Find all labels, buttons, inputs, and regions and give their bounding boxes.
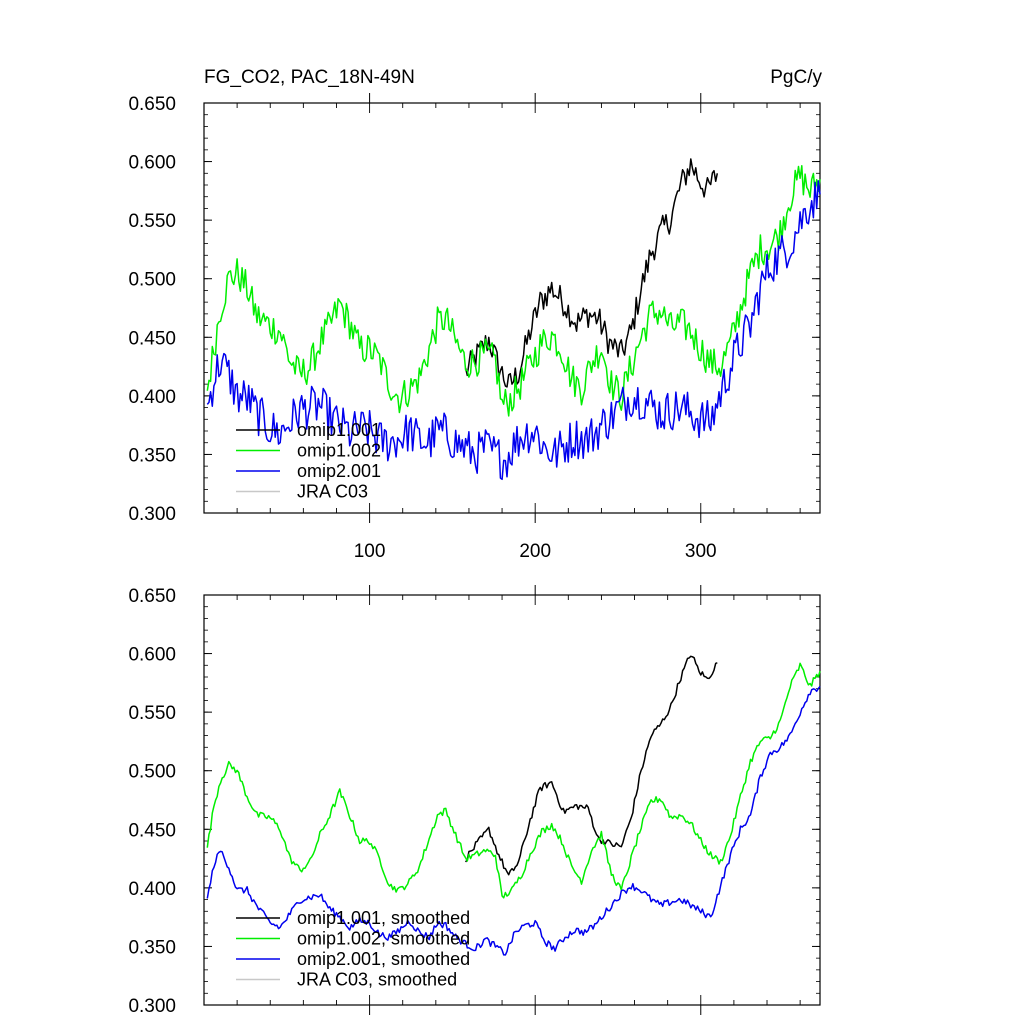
legend-label: omip1.002 — [297, 441, 381, 461]
y-tick-label: 0.450 — [128, 328, 176, 349]
legend-label: omip1.001, smoothed — [297, 908, 470, 928]
legend-label: omip2.001 — [297, 461, 381, 481]
y-tick-label: 0.500 — [128, 762, 176, 783]
legend-label: JRA C03, smoothed — [297, 970, 457, 990]
series-group — [206, 158, 821, 481]
legend-label: omip1.002, smoothed — [297, 929, 470, 949]
y-tick-label: 0.350 — [128, 937, 176, 958]
series-group — [206, 655, 821, 956]
tick-group: 0.300 0.350 0.400 0.450 0.500 0.550 0.600 0.650 — [128, 585, 820, 1017]
series-line-omip2-001 — [206, 180, 821, 481]
series-line-omip1-002 — [206, 165, 821, 417]
y-tick-label: 0.650 — [128, 94, 176, 115]
series-line-omip2-001-smoothed — [206, 685, 821, 956]
legend-label: omip1.001 — [297, 420, 381, 440]
y-tick-label: 0.300 — [128, 504, 176, 525]
y-tick-label: 0.600 — [128, 153, 176, 174]
y-tick-label: 0.300 — [128, 996, 176, 1017]
y-tick-label: 0.550 — [128, 703, 176, 724]
bottom-panel: 0.300 0.350 0.400 0.450 0.500 0.550 0.600 0.650… — [128, 585, 821, 1017]
y-tick-label: 0.500 — [128, 270, 176, 291]
legend-label: JRA C03 — [297, 482, 368, 502]
x-tick-label: 100 — [354, 541, 386, 562]
plot-frame — [203, 102, 821, 514]
x-tick-label: 200 — [519, 541, 551, 562]
y-tick-label: 0.350 — [128, 445, 176, 466]
y-tick-label: 0.450 — [128, 820, 176, 841]
chart-title: FG_CO2, PAC_18N-49N — [204, 67, 415, 88]
top-panel: FG_CO2, PAC_18N-49N PgC/y 0.300 0.350 0.40… — [128, 67, 822, 562]
x-tick-label: 300 — [685, 541, 717, 562]
y-tick-label: 0.400 — [128, 879, 176, 900]
y-tick-label: 0.400 — [128, 387, 176, 408]
tick-group: 0.300 0.350 0.400 0.450 0.500 0.550 0.600 0.650… — [128, 93, 820, 562]
legend-label: omip2.001, smoothed — [297, 949, 470, 969]
series-line-omip1-001 — [464, 158, 719, 388]
y-tick-label: 0.650 — [128, 586, 176, 607]
plot-frame — [203, 594, 821, 1006]
units-label: PgC/y — [770, 67, 822, 88]
series-line-omip1-001-smoothed — [464, 655, 718, 876]
y-tick-label: 0.550 — [128, 211, 176, 232]
series-line-omip1-002-smoothed — [206, 662, 821, 899]
y-tick-label: 0.600 — [128, 645, 176, 666]
